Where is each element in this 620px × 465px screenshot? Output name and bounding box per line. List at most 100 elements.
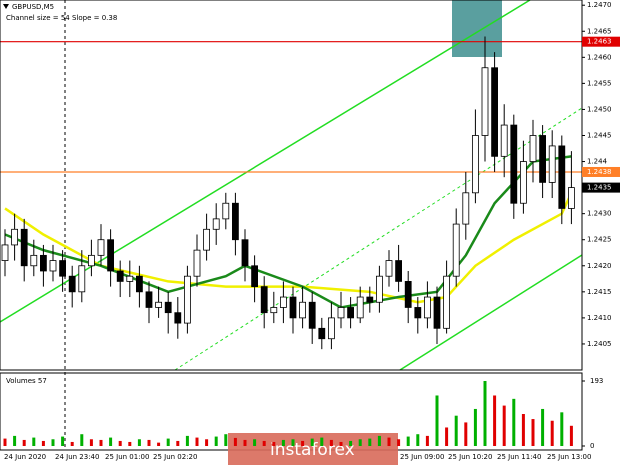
candle-body xyxy=(116,270,124,282)
level-label: 1.2438 xyxy=(587,168,612,176)
candle-body xyxy=(30,254,38,267)
candle-body xyxy=(395,260,403,282)
volume-bar xyxy=(99,439,103,446)
y-tick-label: 1.2420 xyxy=(587,262,612,270)
candle-body xyxy=(135,275,143,293)
volume-bar xyxy=(339,441,343,446)
candle-body xyxy=(539,135,546,183)
volume-bar xyxy=(22,439,26,446)
volume-bar xyxy=(224,434,228,446)
candle-body xyxy=(183,275,191,324)
candle-body xyxy=(520,161,527,204)
volume-bar xyxy=(157,442,161,446)
volume-bar xyxy=(291,439,295,446)
candle-body xyxy=(414,307,422,319)
candle-body xyxy=(107,239,114,272)
symbol-arrow xyxy=(3,4,9,9)
candle-body xyxy=(462,192,470,225)
volume-bar xyxy=(185,435,189,446)
volume-bar xyxy=(89,439,93,446)
volume-bar xyxy=(493,395,497,446)
y-tick-label: 1.2470 xyxy=(587,1,612,9)
volume-bar xyxy=(13,435,17,446)
volume-bar xyxy=(349,440,353,446)
volume-bar xyxy=(32,437,36,446)
candle-body xyxy=(337,307,345,319)
x-tick-label: 25 Jun 10:20 xyxy=(448,453,492,461)
y-tick-label: 1.2450 xyxy=(587,105,612,113)
highlight-box xyxy=(452,0,502,57)
volume-bar xyxy=(435,395,439,446)
volume-bar xyxy=(301,440,305,446)
candle-body xyxy=(318,327,326,340)
volume-bar xyxy=(253,439,257,446)
volume-bar xyxy=(550,420,554,446)
x-tick-label: 25 Jun 13:00 xyxy=(547,453,591,461)
volume-bar xyxy=(416,434,420,446)
candle-body xyxy=(443,275,451,329)
x-tick-label: 25 Jun 11:40 xyxy=(497,453,541,461)
y-tick-label: 1.2425 xyxy=(587,236,612,244)
candle-body xyxy=(529,135,537,162)
level-label: 1.2463 xyxy=(587,38,612,46)
volume-bar xyxy=(233,437,237,446)
candle-body xyxy=(385,260,393,277)
candle-body xyxy=(126,275,134,282)
candle-body xyxy=(491,67,499,157)
candle-body xyxy=(241,239,249,267)
candle-body xyxy=(375,275,383,303)
candle-body xyxy=(327,317,335,340)
candle-body xyxy=(299,301,307,319)
candle-body xyxy=(1,244,9,261)
volume-bar xyxy=(41,440,45,446)
candle-body xyxy=(500,124,508,157)
candle-body xyxy=(145,291,153,308)
candle-body xyxy=(270,307,278,314)
volume-bar xyxy=(502,405,506,446)
candle-body xyxy=(471,135,479,194)
y-tick-label: 1.2410 xyxy=(587,314,612,322)
volume-bar xyxy=(166,438,170,446)
candle-body xyxy=(212,218,220,230)
volume-bar xyxy=(137,439,141,446)
volume-bar xyxy=(464,422,468,446)
y-tick-label: 1.2415 xyxy=(587,288,612,296)
candle-body xyxy=(155,301,163,308)
volume-bar xyxy=(281,439,285,446)
volume-bar xyxy=(3,438,7,446)
volume-bar xyxy=(425,435,429,446)
candle-body xyxy=(452,223,460,277)
volume-bar xyxy=(445,427,449,446)
candle-body xyxy=(164,301,172,314)
y-tick-label: 1.244 xyxy=(587,158,608,166)
volume-bar xyxy=(109,437,113,446)
volume-bar xyxy=(473,408,477,446)
volume-bar xyxy=(80,434,84,446)
candle-body xyxy=(97,239,105,256)
level-box xyxy=(582,182,620,193)
volume-bar xyxy=(541,408,545,446)
volume-bar xyxy=(51,439,55,446)
candle-body xyxy=(433,296,441,329)
volume-bar xyxy=(147,439,151,446)
indicator-text: Channel size = 54 Slope = 0.38 xyxy=(6,14,117,22)
volume-bar xyxy=(118,440,122,446)
y-tick-label: 1.2445 xyxy=(587,131,612,139)
candle-body xyxy=(193,249,201,277)
candle-body xyxy=(251,265,259,288)
channel-upper xyxy=(0,0,531,323)
candle-body xyxy=(548,145,556,183)
symbol: GBPUSD,M5 xyxy=(12,3,54,11)
candle-body xyxy=(308,301,316,329)
candle-body xyxy=(279,296,287,308)
candle-body xyxy=(78,265,86,293)
volume-bar xyxy=(243,439,247,446)
volume-bar xyxy=(521,414,525,446)
volume-bar xyxy=(358,439,362,446)
y-tick-label: 1.2460 xyxy=(587,53,612,61)
x-tick-label: 25 Jun 09:00 xyxy=(400,453,444,461)
x-tick-label: 24 Jun 23:40 xyxy=(55,453,99,461)
candle-body xyxy=(68,275,76,293)
candle-body xyxy=(481,67,489,136)
